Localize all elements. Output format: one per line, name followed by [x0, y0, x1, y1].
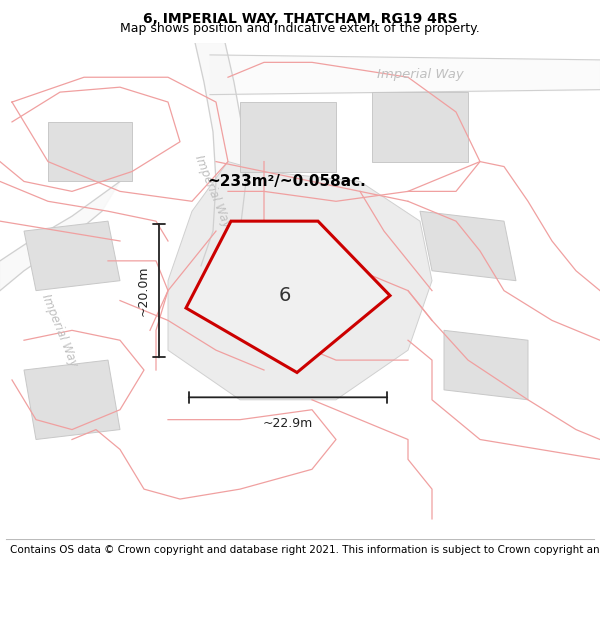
Polygon shape: [372, 92, 468, 162]
Polygon shape: [24, 221, 120, 291]
Polygon shape: [48, 122, 132, 181]
Polygon shape: [444, 331, 528, 400]
Polygon shape: [195, 42, 246, 266]
Polygon shape: [240, 102, 336, 171]
Text: Map shows position and indicative extent of the property.: Map shows position and indicative extent…: [120, 22, 480, 35]
Text: 6: 6: [279, 286, 291, 305]
Polygon shape: [186, 221, 390, 372]
Text: Imperial Way: Imperial Way: [193, 153, 233, 229]
Polygon shape: [0, 181, 120, 291]
Polygon shape: [168, 162, 432, 400]
Text: ~233m²/~0.058ac.: ~233m²/~0.058ac.: [207, 174, 366, 189]
Text: Imperial Way: Imperial Way: [40, 292, 80, 369]
Polygon shape: [24, 360, 120, 439]
Text: 6, IMPERIAL WAY, THATCHAM, RG19 4RS: 6, IMPERIAL WAY, THATCHAM, RG19 4RS: [143, 12, 457, 26]
Text: Contains OS data © Crown copyright and database right 2021. This information is : Contains OS data © Crown copyright and d…: [10, 545, 600, 555]
Text: Imperial Way: Imperial Way: [377, 68, 463, 81]
Text: ~20.0m: ~20.0m: [137, 266, 150, 316]
Text: ~22.9m: ~22.9m: [263, 417, 313, 430]
Polygon shape: [420, 211, 516, 281]
